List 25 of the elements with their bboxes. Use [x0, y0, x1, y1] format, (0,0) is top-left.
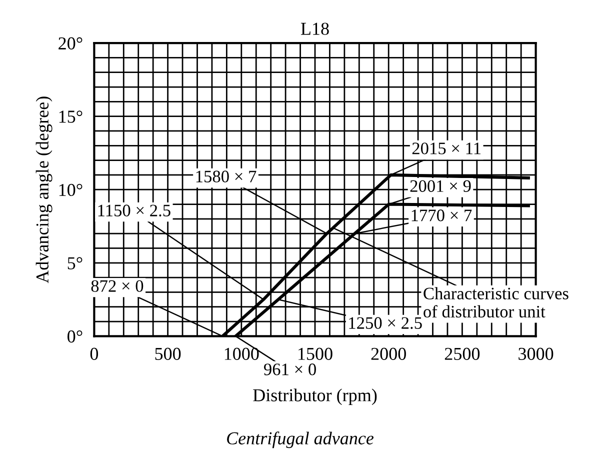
y-tick-label: 10°: [59, 184, 82, 196]
x-tick-label: 500: [155, 348, 181, 360]
y-tick-label: 0°: [68, 330, 82, 343]
annotation: 2015 × 11: [412, 142, 481, 154]
y-axis-title: Advancing angle (degree): [36, 96, 52, 284]
x-tick-label: 2500: [444, 348, 480, 360]
annotation: 872 × 0: [91, 280, 144, 292]
y-tick-label: 5°: [68, 257, 82, 270]
annotation: 1770 × 7: [412, 210, 472, 222]
y-tick-label: 15°: [59, 110, 82, 123]
annotation: 1580 × 7: [196, 170, 256, 182]
x-tick-label: 2000: [371, 348, 406, 360]
x-tick-label: 3000: [518, 348, 554, 360]
annotation: 2001 × 9: [410, 180, 471, 192]
annotation: 961 × 0: [264, 364, 316, 376]
x-tick-label: 0: [90, 348, 98, 360]
annotation: Characteristic curves of distributor unit: [424, 287, 568, 318]
annotation: 1150 × 2.5: [98, 204, 170, 216]
y-tick-label: 20°: [58, 37, 82, 50]
x-tick-label: 1000: [224, 348, 259, 360]
annotation: 1250 × 2.5: [349, 317, 422, 329]
text: Centrifugal advance: [227, 432, 374, 448]
x-tick-label: 1500: [298, 348, 332, 360]
x-axis-title: Distributor (rpm): [253, 388, 377, 406]
chart-title: L18: [300, 22, 329, 35]
